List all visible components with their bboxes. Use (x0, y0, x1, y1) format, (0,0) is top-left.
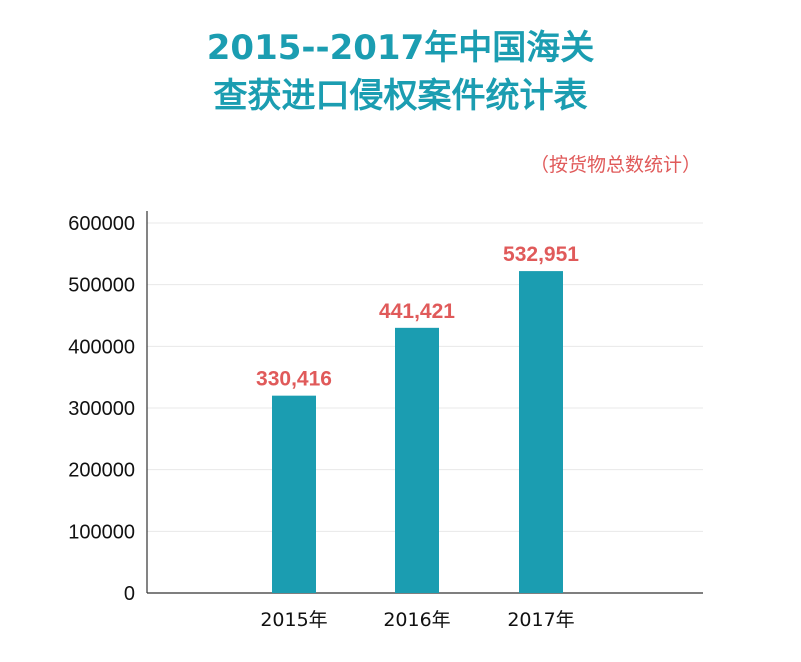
bar-3 (519, 271, 563, 593)
chart-title-line1: 2015--2017年中国海关 (206, 28, 595, 68)
x-tick-label: 2016年 (383, 609, 450, 631)
y-tick-label: 300000 (68, 398, 135, 420)
x-tick-label: 2015年 (260, 609, 327, 631)
data-label: 330,416 (256, 368, 332, 391)
bar-1 (272, 395, 316, 593)
chart-title-line2: 查获进口侵权案件统计表 (213, 76, 588, 116)
y-tick-label: 400000 (68, 336, 135, 358)
data-label: 532,951 (503, 243, 579, 266)
bar-2 (395, 327, 439, 593)
data-label: 441,421 (379, 300, 455, 323)
y-tick-label: 100000 (68, 521, 135, 543)
y-tick-label: 500000 (68, 275, 135, 297)
chart-subtitle: （按货物总数统计） (529, 154, 701, 176)
y-tick-label: 200000 (68, 460, 135, 482)
x-tick-label: 2017年 (507, 609, 574, 631)
y-tick-label: 600000 (68, 213, 135, 235)
y-tick-label: 0 (124, 583, 135, 605)
